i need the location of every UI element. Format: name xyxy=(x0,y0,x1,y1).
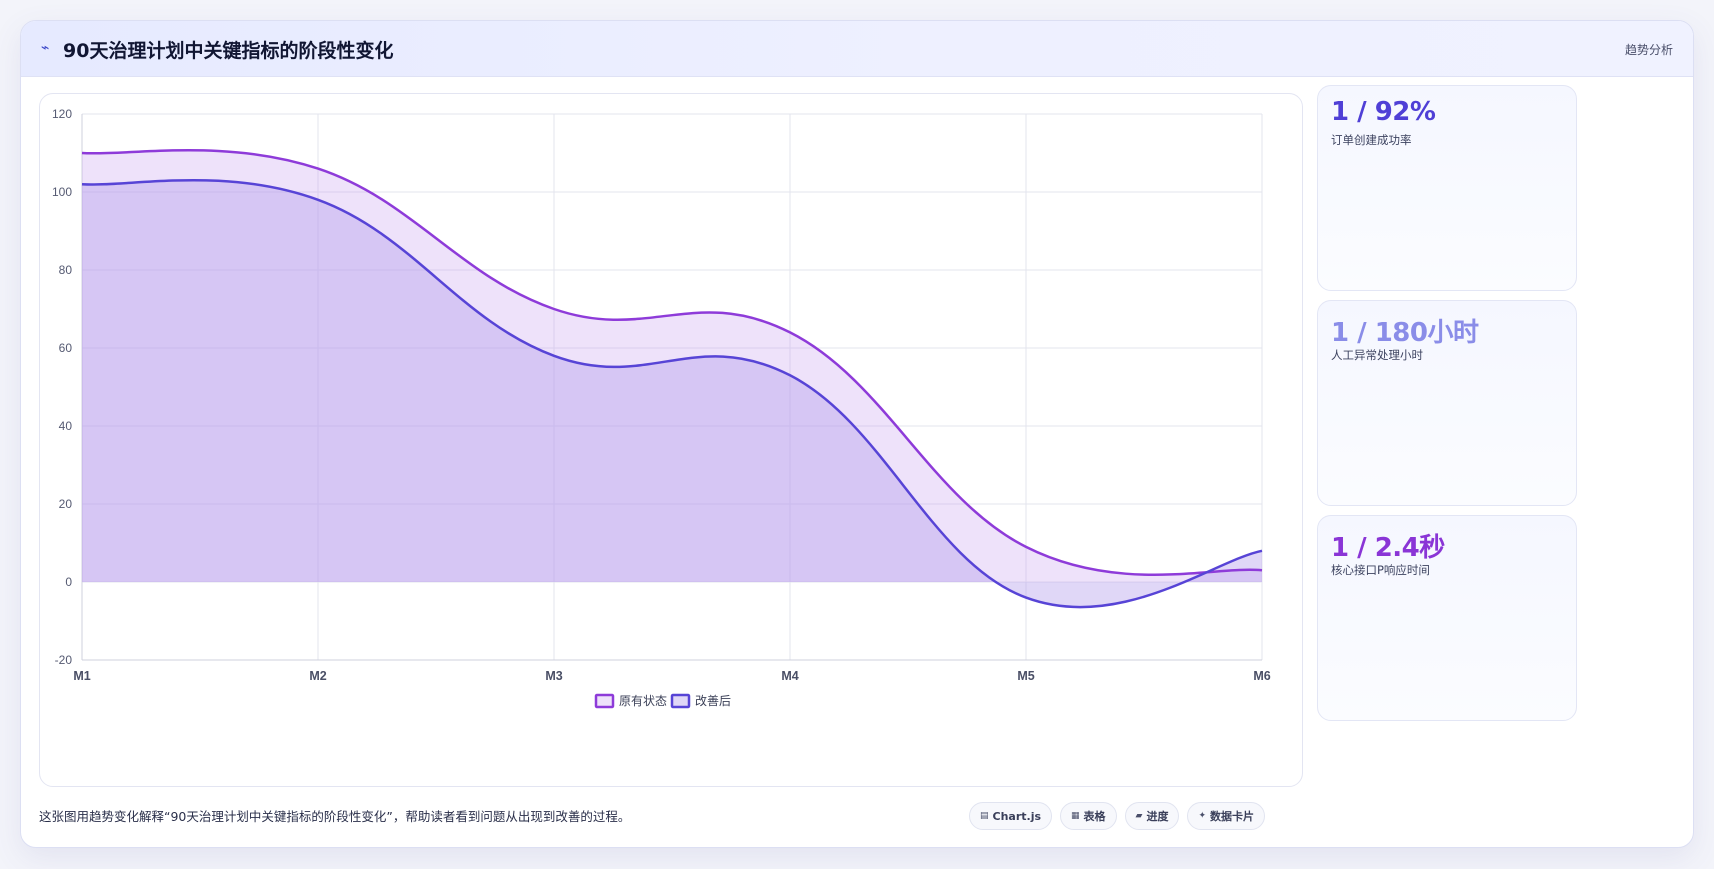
x-tick-label: M6 xyxy=(1253,669,1270,683)
progress-icon: ▰ xyxy=(1135,811,1143,821)
kpi-value: 1 / 2.4秒 xyxy=(1331,533,1445,563)
chip-progress[interactable]: ▰ 进度 xyxy=(1124,802,1180,830)
chip-label: Chart.js xyxy=(992,809,1042,823)
kpi-label: 人工异常处理小时 xyxy=(1331,348,1423,362)
card-title: 90天治理计划中关键指标的阶段性变化 xyxy=(63,40,394,62)
x-tick-label: M5 xyxy=(1017,669,1034,683)
x-tick-label: M4 xyxy=(781,669,798,683)
chip-label: 数据卡片 xyxy=(1210,810,1254,823)
card-header: ⌁ 90天治理计划中关键指标的阶段性变化 趋势分析 xyxy=(21,21,1693,77)
kpi-value: 1 / 180小时 xyxy=(1331,318,1479,348)
kpi-label: 核心接口P响应时间 xyxy=(1331,563,1430,577)
kpi-card-manual-hours: 1 / 180小时 人工异常处理小时 xyxy=(1317,300,1577,506)
chart-card: ⌁ 90天治理计划中关键指标的阶段性变化 趋势分析 120 100 80 60 40 20… xyxy=(20,20,1694,848)
chip-label: 表格 xyxy=(1083,810,1106,823)
x-tick-label: M2 xyxy=(309,669,326,683)
x-tick-label: M3 xyxy=(545,669,562,683)
trend-analysis-tag: 趋势分析 xyxy=(1624,43,1673,57)
legend-label: 原有状态 xyxy=(619,694,667,708)
y-tick-label: 80 xyxy=(59,263,73,277)
kpi-card-success-rate: 1 / 92% 订单创建成功率 xyxy=(1317,85,1577,291)
chart-panel: 120 100 80 60 40 20 0 -20 M1 M2 M3 M4 M5 M6 原有状态 改善后 xyxy=(39,93,1303,787)
chart-icon: ▤ xyxy=(979,811,989,821)
sparkline-icon: ⌁ xyxy=(41,40,50,56)
chip-label: 进度 xyxy=(1146,810,1169,823)
legend-swatch xyxy=(594,693,615,709)
chip-chartjs[interactable]: ▤ Chart.js xyxy=(968,802,1053,830)
table-icon: ▦ xyxy=(1071,811,1080,821)
chip-data-card[interactable]: ✦ 数据卡片 xyxy=(1187,802,1265,830)
y-tick-label: 60 xyxy=(59,341,73,355)
x-tick-label: M1 xyxy=(73,669,90,683)
y-tick-label: 0 xyxy=(65,575,72,589)
chip-table[interactable]: ▦ 表格 xyxy=(1060,802,1117,830)
card-icon: ✦ xyxy=(1198,811,1206,821)
series-line-0 xyxy=(81,149,1263,576)
y-tick-label: 100 xyxy=(52,185,72,199)
footer-note: 这张图用趋势变化解释“90天治理计划中关键指标的阶段性变化”，帮助读者看到问题从… xyxy=(39,809,631,824)
y-tick-label: 20 xyxy=(59,497,73,511)
legend-swatch xyxy=(670,693,691,709)
kpi-card-api-response: 1 / 2.4秒 核心接口P响应时间 xyxy=(1317,515,1577,721)
series-area-1 xyxy=(82,180,1262,608)
legend-label: 改善后 xyxy=(695,693,731,708)
series-line-1 xyxy=(81,178,1263,609)
tech-chips: ▤ Chart.js ▦ 表格 ▰ 进度 ✦ 数据卡片 xyxy=(968,802,1265,830)
y-tick-label: -20 xyxy=(55,653,73,667)
y-tick-label: 40 xyxy=(59,419,73,433)
y-tick-label: 120 xyxy=(52,107,72,121)
kpi-value: 1 / 92% xyxy=(1331,97,1436,127)
kpi-label: 订单创建成功率 xyxy=(1331,133,1412,147)
series-area-0 xyxy=(82,150,1262,582)
